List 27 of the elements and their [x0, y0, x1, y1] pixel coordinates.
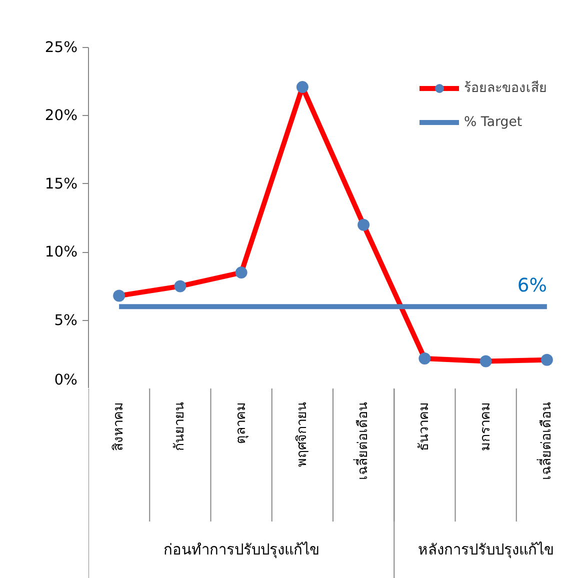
x-tick-label: ธันวาคม: [417, 402, 432, 451]
y-tick-label: 10%: [44, 244, 78, 261]
x-tick-label: เฉลี่ยต่อเดือน: [353, 402, 372, 480]
point: [540, 354, 553, 366]
text: หลังการปรับปรุงแก้ไข: [418, 540, 554, 558]
point: [235, 266, 248, 279]
legend-label: ร้อยละของเสีย: [464, 80, 547, 98]
text: ก่อนทำการปรับปรุงแก้ไข: [163, 540, 320, 558]
y-tick-label: 15%: [44, 175, 78, 192]
y-tick-label: 5%: [54, 312, 78, 329]
point: [358, 218, 370, 231]
point: [296, 81, 308, 94]
data-label: 6%: [517, 276, 547, 297]
x-tick-label: มกราคม: [478, 402, 494, 451]
x-tick-label: พฤศจิกายน: [294, 402, 310, 467]
y-tick-label: 25%: [44, 39, 78, 56]
point: [480, 355, 492, 368]
y-tick-label: 20%: [44, 107, 78, 124]
x-tick-label: สิงหาคม: [112, 402, 127, 451]
x-tick-label: กันยายน: [172, 402, 188, 451]
point: [418, 352, 431, 364]
point: [174, 280, 186, 292]
point: [113, 290, 126, 302]
y-tick-label: 0%: [54, 372, 78, 388]
x-tick-label: ตุลาคม: [234, 402, 249, 444]
x-tick-label: เฉลี่ยต่อเดือน: [536, 402, 554, 480]
legend-label: % Target: [464, 114, 522, 130]
